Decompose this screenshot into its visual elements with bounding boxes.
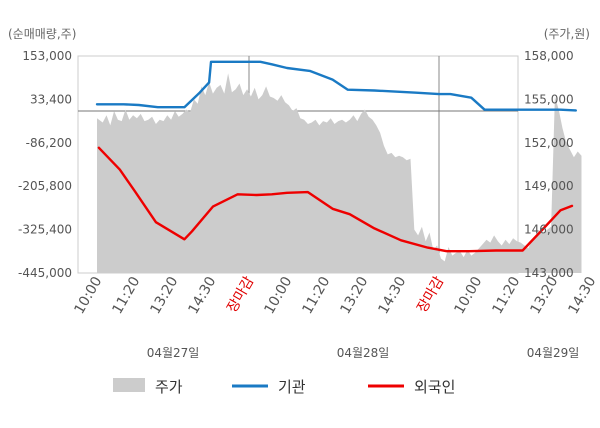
right-tick-label: 158,000 [524,49,574,63]
series-line-foreign [97,146,574,253]
right-tick-label: 149,000 [524,179,574,193]
date-label: 04월29일 [527,346,580,360]
x-tick-label: 14:30 [375,274,409,317]
legend-label: 주가 [155,378,183,396]
x-tick-label-market-close: 장마감 [414,274,447,316]
x-tick-label: 13:20 [337,274,371,317]
date-label: 04월27일 [147,346,200,360]
x-tick-label: 11:20 [489,274,523,317]
left-tick-label: 33,400 [30,92,72,106]
left-tick-label: -86,200 [26,136,72,150]
axes: (순매매량,주) (주가,원) [8,27,590,41]
price-area-layer [97,73,582,274]
x-tick-label: 10:00 [451,274,485,317]
x-tick-label: 11:20 [109,274,143,317]
x-tick-label: 10:00 [261,274,295,317]
net-trade-lines-layer [95,60,577,253]
series-area-price [97,73,582,274]
legend: 주가 기관 외국인 [113,378,455,396]
right-tick-label: 146,000 [524,223,574,237]
legend-label: 기관 [278,378,306,396]
left-axis-unit: (순매매량,주) [8,27,76,41]
legend-swatch-price [113,378,145,392]
x-tick-label: 11:20 [299,274,333,317]
x-tick-label: 13:20 [147,274,181,317]
x-tick-label: 14:30 [185,274,219,317]
x-tick-label-market-close: 장마감 [224,274,257,316]
left-tick-label: -325,400 [18,223,72,237]
right-axis-unit: (주가,원) [544,27,590,41]
legend-label: 외국인 [414,378,455,396]
series-line-institution [95,60,577,112]
right-tick-label: 152,000 [524,136,574,150]
left-tick-label: -445,000 [18,266,72,280]
date-label: 04월28일 [337,346,390,360]
right-tick-label: 143,000 [524,266,574,280]
left-tick-label: -205,800 [18,179,72,193]
right-tick-label: 155,000 [524,92,574,106]
x-tick-label: 13:20 [527,274,561,317]
left-tick-label: 153,000 [22,49,72,63]
x-tick-label: 10:00 [71,274,105,317]
x-tick-label: 14:30 [565,274,599,317]
